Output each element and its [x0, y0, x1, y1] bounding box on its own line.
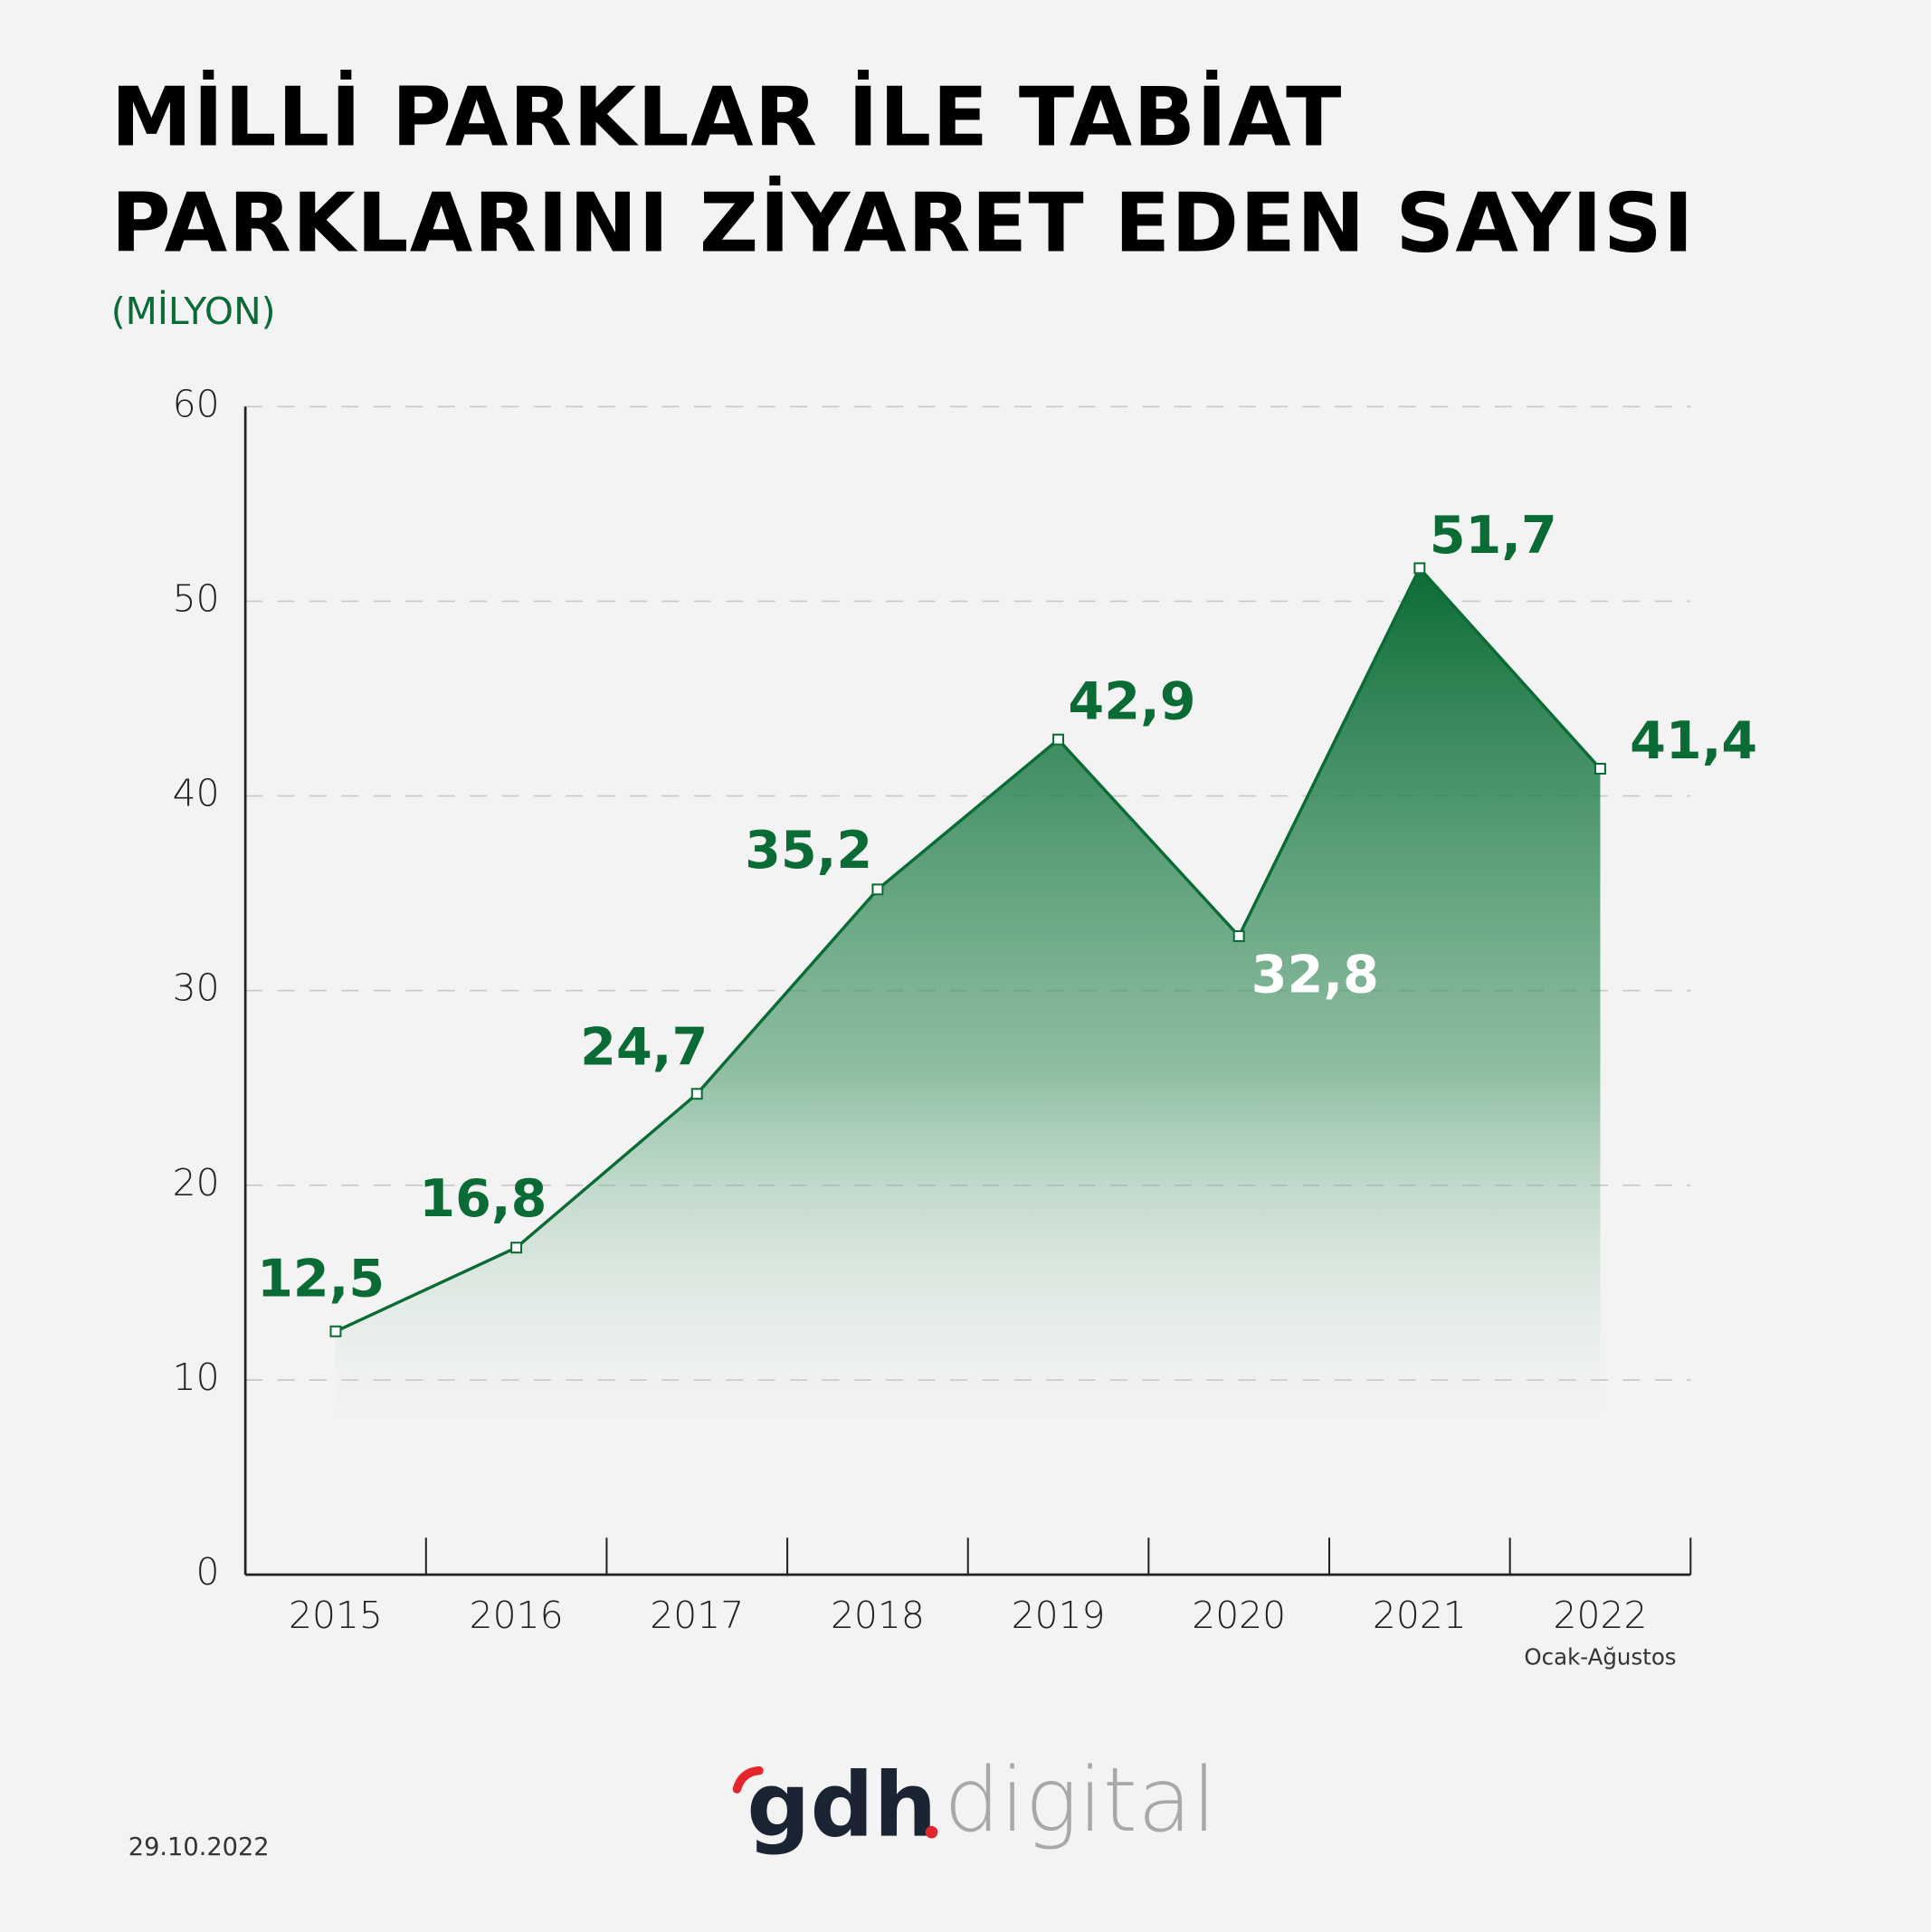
- x-tick-label: 2017: [650, 1594, 744, 1637]
- logo-mark: [732, 1765, 764, 1794]
- x-tick-label: 2019: [1012, 1594, 1106, 1637]
- point: [329, 1325, 342, 1337]
- line: [335, 565, 1602, 1333]
- logo-main: gdh: [747, 1754, 937, 1857]
- value-label: 24,7: [580, 1018, 708, 1078]
- x-tick-label: 2018: [831, 1594, 925, 1637]
- x-note: Ocak-Ağustos: [1524, 1644, 1676, 1670]
- x-tick-label: 2021: [1373, 1594, 1467, 1637]
- y-tick-label: 20: [173, 1161, 220, 1204]
- point: [510, 1242, 523, 1254]
- logo-sub: digital: [944, 1749, 1216, 1852]
- value-label: 12,5: [257, 1249, 385, 1309]
- chart-subtitle: (MİLYON): [111, 290, 276, 333]
- logo-dot: [925, 1825, 938, 1839]
- y-tick-label: 60: [173, 382, 220, 425]
- point: [871, 883, 884, 896]
- x-tick-label: 2020: [1192, 1594, 1286, 1637]
- y-tick-label: 30: [173, 966, 220, 1010]
- value-label: 41,4: [1630, 711, 1757, 771]
- date: 29.10.2022: [128, 1833, 270, 1861]
- x-tick-label: 2016: [470, 1594, 564, 1637]
- y-tick-label: 50: [173, 576, 220, 620]
- area: [335, 567, 1601, 1575]
- value-label: 16,8: [419, 1169, 547, 1229]
- point: [1232, 930, 1245, 942]
- point: [1052, 733, 1065, 746]
- y-tick-label: 10: [173, 1356, 220, 1399]
- chart-title: MİLLİ PARKLAR İLE TABİAT: [111, 71, 1343, 166]
- x-tick-label: 2015: [289, 1594, 383, 1637]
- y-tick-label: 40: [173, 772, 220, 815]
- point: [1413, 562, 1426, 575]
- value-label: 42,9: [1068, 672, 1195, 732]
- y-tick-label: 0: [196, 1550, 220, 1594]
- point: [690, 1088, 703, 1100]
- chart-title: PARKLARINI ZİYARET EDEN SAYISI: [111, 176, 1695, 271]
- x-tick-label: 2022: [1554, 1594, 1648, 1637]
- value-label: 32,8: [1251, 945, 1379, 1004]
- value-label: 51,7: [1430, 506, 1557, 566]
- value-label: 35,2: [745, 821, 872, 880]
- point: [1594, 763, 1606, 775]
